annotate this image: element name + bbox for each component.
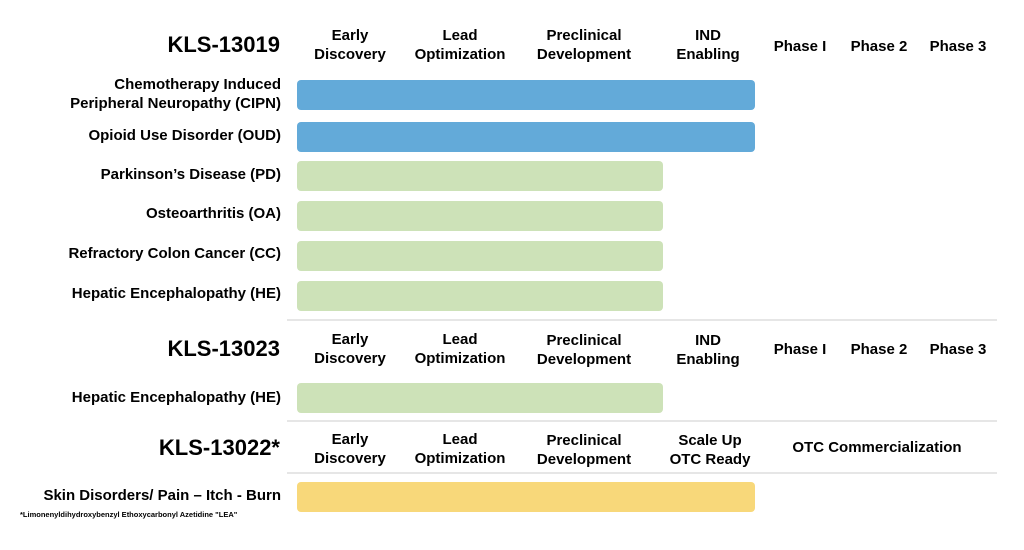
stage-lead-optimization: Lead Optimization (414, 27, 506, 63)
section-separator (287, 420, 997, 422)
stage-early-discovery: Early Discovery (314, 27, 386, 63)
stage-preclinical-development: Preclinical Development (536, 27, 632, 63)
section-separator (287, 319, 997, 321)
stage-ind-enabling: IND Enabling (676, 27, 740, 63)
stage-phase-3: Phase 3 (929, 341, 987, 358)
stage-phase-2: Phase 2 (850, 38, 908, 55)
indication-label-cipn: Chemotherapy Induced Peripheral Neuropat… (70, 76, 281, 112)
stage-scale-up-otc-ready: Scale Up OTC Ready (669, 432, 751, 468)
progress-bar-he-13023 (297, 383, 663, 413)
stage-phase-3: Phase 3 (929, 38, 987, 55)
stage-lead-optimization: Lead Optimization (414, 331, 506, 367)
progress-bar-cipn (297, 80, 755, 110)
progress-bar-skin (297, 482, 755, 512)
program-title-kls-13023: KLS-13023 (167, 336, 280, 361)
progress-bar-oa (297, 201, 663, 231)
stage-phase-2: Phase 2 (850, 341, 908, 358)
stage-phase-1: Phase I (773, 341, 827, 358)
indication-label-he: Hepatic Encephalopathy (HE) (71, 285, 281, 302)
indication-label-oud: Opioid Use Disorder (OUD) (88, 127, 281, 144)
stage-early-discovery: Early Discovery (314, 431, 386, 467)
program-title-kls-13022: KLS-13022* (158, 435, 280, 460)
stage-preclinical-development: Preclinical Development (536, 332, 632, 368)
stage-preclinical-development: Preclinical Development (536, 432, 632, 468)
program-title-kls-13019: KLS-13019 (167, 32, 280, 57)
stage-early-discovery: Early Discovery (314, 331, 386, 367)
footnote: *Limonenyldihydroxybenzyl Ethoxycarbonyl… (20, 510, 238, 519)
stage-phase-1: Phase I (773, 38, 827, 55)
progress-bar-he (297, 281, 663, 311)
indication-label-pd: Parkinson’s Disease (PD) (100, 166, 281, 183)
progress-bar-cc (297, 241, 663, 271)
progress-bar-oud (297, 122, 755, 152)
section-separator (287, 472, 997, 474)
stage-lead-optimization: Lead Optimization (414, 431, 506, 467)
stage-ind-enabling: IND Enabling (676, 332, 740, 368)
indication-label-oa: Osteoarthritis (OA) (145, 205, 281, 222)
indication-label-cc: Refractory Colon Cancer (CC) (68, 245, 281, 262)
stage-otc-commercialization: OTC Commercialization (792, 439, 962, 456)
indication-label-skin: Skin Disorders/ Pain – Itch - Burn (43, 487, 281, 504)
indication-label-he-13023: Hepatic Encephalopathy (HE) (71, 389, 281, 406)
progress-bar-pd (297, 161, 663, 191)
